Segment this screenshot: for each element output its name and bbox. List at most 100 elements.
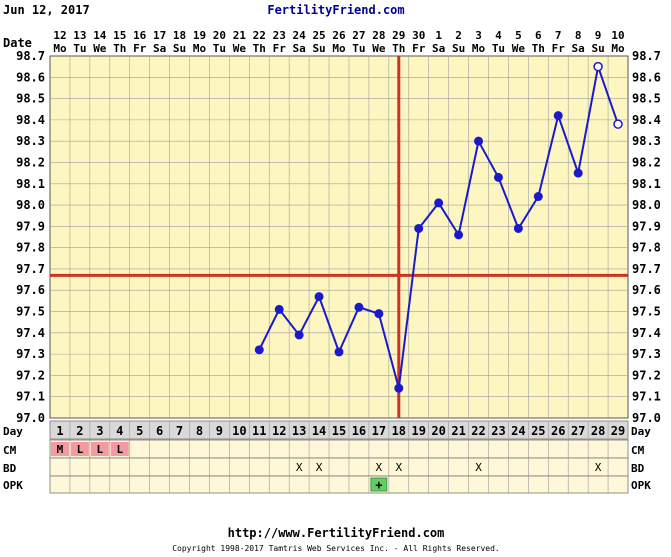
day-row bbox=[49, 420, 629, 440]
bd-row bbox=[49, 457, 629, 477]
y-tick-label-left: 97.9 bbox=[16, 219, 45, 233]
cm-row bbox=[49, 439, 629, 459]
y-tick-label-left: 97.4 bbox=[16, 326, 45, 340]
y-tick-label-right: 97.8 bbox=[632, 241, 661, 255]
reference-lines bbox=[50, 56, 628, 418]
cycle-day-label: 25 bbox=[531, 424, 545, 438]
weekday-label: Tu bbox=[213, 42, 226, 55]
cycle-day-label: 22 bbox=[471, 424, 485, 438]
temperature-series bbox=[254, 61, 623, 393]
weekday-label: Fr bbox=[273, 42, 287, 55]
temperature-point bbox=[474, 136, 484, 146]
y-tick-label-left: 98.6 bbox=[16, 70, 45, 84]
weekday-label: Tu bbox=[73, 42, 86, 55]
cycle-day-label: 17 bbox=[372, 424, 386, 438]
temperature-point bbox=[254, 345, 264, 355]
cycle-day-label: 6 bbox=[156, 424, 163, 438]
cycle-day-label: 2 bbox=[76, 424, 83, 438]
cycle-day-label: 5 bbox=[136, 424, 143, 438]
opk-positive-cell bbox=[370, 477, 388, 492]
cm-value: L bbox=[116, 443, 123, 456]
bd-row-label-left: BD bbox=[3, 462, 17, 475]
y-tick-label-right: 98.5 bbox=[632, 92, 661, 106]
cycle-day-label: 7 bbox=[176, 424, 183, 438]
temperature-point bbox=[513, 223, 523, 233]
cm-value: M bbox=[57, 443, 64, 456]
chart-grid bbox=[49, 55, 629, 419]
y-tick-label-right: 97.1 bbox=[632, 390, 661, 404]
date-label: 2 bbox=[455, 29, 462, 42]
cycle-day-label: 14 bbox=[312, 424, 326, 438]
cm-row-label-left: CM bbox=[3, 444, 17, 457]
date-label: 23 bbox=[273, 29, 286, 42]
weekday-label: Fr bbox=[133, 42, 147, 55]
weekday-label: Sa bbox=[572, 42, 585, 55]
weekday-label: Tu bbox=[492, 42, 505, 55]
date-label: 5 bbox=[515, 29, 522, 42]
weekday-label: We bbox=[512, 42, 526, 55]
temperature-point bbox=[394, 383, 404, 393]
date-label: 24 bbox=[293, 29, 307, 42]
y-tick-label-left: 97.7 bbox=[16, 262, 45, 276]
cm-cell bbox=[90, 442, 109, 456]
y-tick-label-right: 97.6 bbox=[632, 283, 661, 297]
date-label: 3 bbox=[475, 29, 482, 42]
date-header: 12Mo13Tu14We15Th16Fr17Sa18Su19Mo20Tu21We… bbox=[53, 29, 625, 55]
weekday-label: Su bbox=[452, 42, 465, 55]
temperature-point bbox=[414, 223, 424, 233]
cycle-day-label: 23 bbox=[491, 424, 505, 438]
date-label: 14 bbox=[93, 29, 107, 42]
temperature-point bbox=[274, 304, 284, 314]
date-label: 10 bbox=[611, 29, 624, 42]
opk-row-label-left: OPK bbox=[3, 479, 23, 492]
cm-value: L bbox=[77, 443, 84, 456]
cycle-day-label: 27 bbox=[571, 424, 585, 438]
weekday-label: Th bbox=[532, 42, 545, 55]
bd-mark: X bbox=[376, 461, 383, 474]
temperature-point bbox=[454, 230, 464, 240]
plot-area bbox=[49, 55, 629, 419]
cycle-day-label: 3 bbox=[96, 424, 103, 438]
weekday-label: Fr bbox=[552, 42, 566, 55]
cycle-day-label: 4 bbox=[116, 424, 123, 438]
weekday-label: Su bbox=[173, 42, 186, 55]
y-tick-label-left: 98.7 bbox=[16, 49, 45, 63]
date-label: 25 bbox=[312, 29, 325, 42]
y-tick-label-left: 98.2 bbox=[16, 155, 45, 169]
date-label: 1 bbox=[435, 29, 442, 42]
weekday-label: We bbox=[93, 42, 107, 55]
cycle-day-label: 20 bbox=[431, 424, 445, 438]
y-tick-label-right: 97.9 bbox=[632, 219, 661, 233]
y-tick-label-left: 97.1 bbox=[16, 390, 45, 404]
date-label: 4 bbox=[495, 29, 502, 42]
y-tick-label-left: 97.2 bbox=[16, 368, 45, 382]
y-tick-label-right: 97.5 bbox=[632, 305, 661, 319]
cycle-day-label: 28 bbox=[591, 424, 605, 438]
date-label: 13 bbox=[73, 29, 86, 42]
footer-url[interactable]: http://www.FertilityFriend.com bbox=[228, 526, 445, 540]
cycle-day-label: 19 bbox=[411, 424, 425, 438]
date-label: 21 bbox=[233, 29, 247, 42]
weekday-label: Th bbox=[113, 42, 126, 55]
site-name-link[interactable]: FertilityFriend.com bbox=[267, 3, 404, 17]
date-label: 6 bbox=[535, 29, 542, 42]
temperature-point bbox=[334, 347, 344, 357]
cycle-day-label: 12 bbox=[272, 424, 286, 438]
bd-mark: X bbox=[395, 461, 402, 474]
temperature-point bbox=[374, 309, 384, 319]
opk-row bbox=[49, 475, 629, 494]
weekday-label: Sa bbox=[153, 42, 166, 55]
cycle-day-label: 24 bbox=[511, 424, 525, 438]
copyright-text: Copyright 1998-2017 Tamtris Web Services… bbox=[172, 544, 500, 553]
weekday-label: Mo bbox=[472, 42, 486, 55]
date-label: 12 bbox=[53, 29, 66, 42]
date-row-label: Date bbox=[3, 36, 32, 50]
y-tick-label-left: 97.8 bbox=[16, 241, 45, 255]
y-axis-ticks: 97.0 97.0 97.1 97.1 97.2 97.2 97.3 97.3 97.4 97.4… bbox=[16, 49, 661, 425]
y-tick-label-right: 97.7 bbox=[632, 262, 661, 276]
date-label: 18 bbox=[173, 29, 186, 42]
temperature-point bbox=[354, 302, 364, 312]
weekday-label: Tu bbox=[352, 42, 365, 55]
weekday-label: Sa bbox=[432, 42, 445, 55]
